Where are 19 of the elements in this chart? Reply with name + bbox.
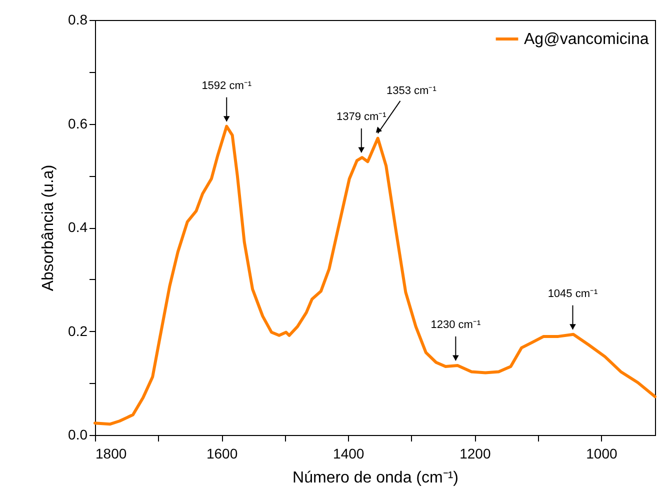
x-tick-label: 1400 [333, 446, 364, 462]
x-tick-label: 1800 [96, 446, 127, 462]
y-tick-label: 0.8 [68, 12, 88, 28]
annotation: 1592 cm⁻¹ [202, 80, 252, 92]
legend-label: Ag@vancomicina [524, 31, 649, 48]
annotation: 1230 cm⁻¹ [430, 319, 481, 332]
x-tick-label: 1200 [460, 446, 491, 462]
line-series [94, 124, 656, 426]
x-axis-title: Número de onda (cm⁻¹) [292, 470, 458, 486]
y-tick-label: 0.2 [68, 322, 88, 339]
annotation: 1379 cm⁻¹ [336, 111, 387, 124]
x-tick-label: 1000 [586, 446, 618, 462]
annotation: 1045 cm⁻¹ [548, 288, 598, 300]
x-tick-label: 1600 [206, 446, 238, 462]
y-tick-label: 0.0 [68, 426, 88, 442]
y-axis-title: Absorbância (u.a) [40, 164, 58, 292]
annotation: 1353 cm⁻¹ [386, 84, 437, 97]
y-tick-label: 0.6 [68, 115, 88, 132]
y-tick-label: 0.4 [68, 219, 88, 235]
